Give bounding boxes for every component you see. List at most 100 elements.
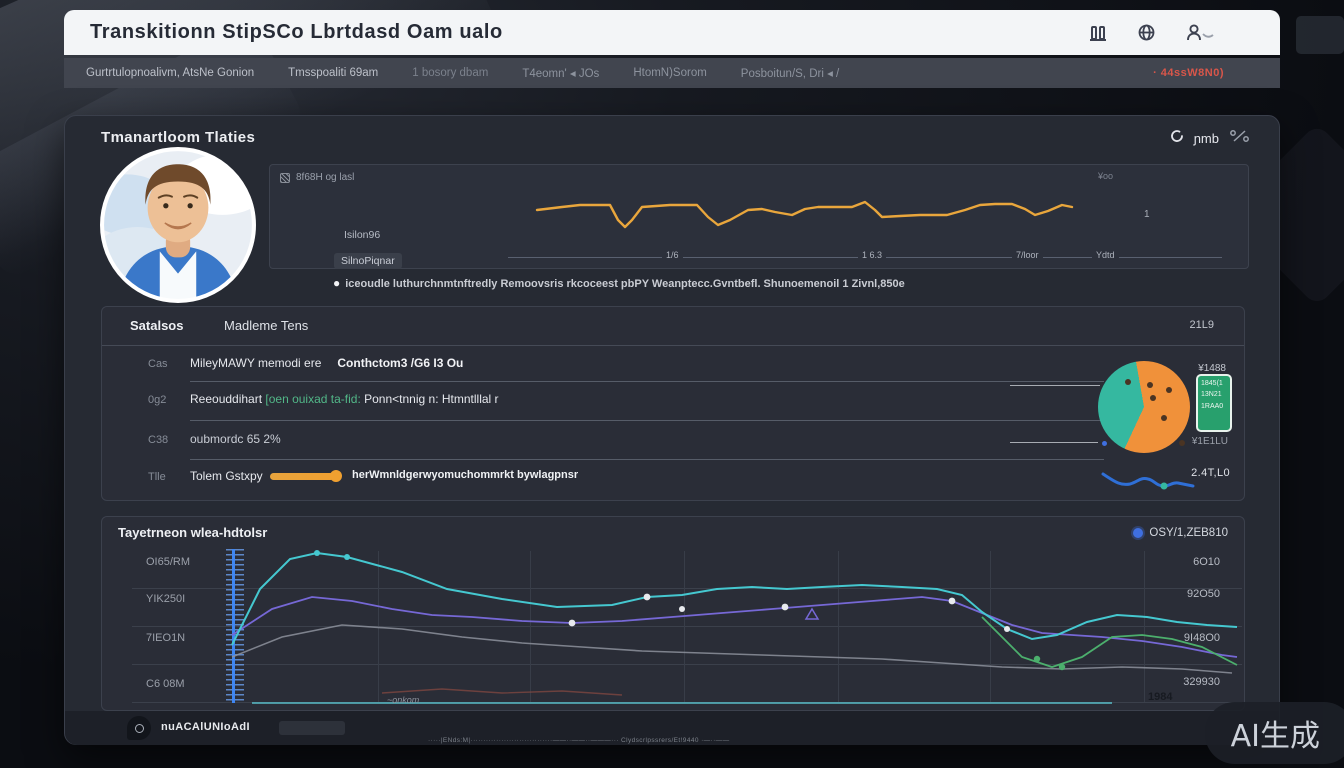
gridline xyxy=(838,551,839,702)
refresh-icon[interactable] xyxy=(1170,129,1184,148)
gridline xyxy=(1144,551,1145,702)
row-text: Reeouddihart [oen ouixad ta-fid: Ponn<tn… xyxy=(190,392,499,406)
gridline xyxy=(132,588,1242,589)
globe-icon[interactable] xyxy=(1137,23,1156,42)
footer-pill xyxy=(279,721,345,735)
progress-bar xyxy=(270,473,334,480)
row-note: herWmnldgerwyomuchommrkt bywlagpnsr xyxy=(352,469,579,481)
row-text: MileyMAWY memodi ere Conthctom3 /G6 I3 Ou xyxy=(190,356,464,370)
nav-item-1[interactable]: Gurtrtulopnoalivm, AtsNe Gonion xyxy=(86,67,255,79)
row-key: Cas xyxy=(148,358,168,370)
notification-icon[interactable] xyxy=(1229,129,1251,148)
pie-callout-line xyxy=(1010,442,1098,443)
timeline-title: Tayetrneon wlea-hdtolsr xyxy=(118,525,268,540)
pie-dot xyxy=(1147,382,1153,388)
gridline xyxy=(132,626,1242,627)
highlighted-text: [oen ouixad ta-fid: xyxy=(265,392,365,406)
row-key: 0g2 xyxy=(148,394,167,406)
top-chart-legend[interactable]: 8f68H og lasl xyxy=(280,172,354,183)
legend-line: 1845(1 xyxy=(1201,380,1223,387)
row-text: Tolem Gstxpy xyxy=(190,469,263,483)
fine-print: ·····|ENds:M|···························… xyxy=(428,737,730,744)
progress-dot xyxy=(330,470,342,482)
chart-corner-note: 1984 xyxy=(1148,691,1173,703)
apps-icon[interactable] xyxy=(1089,24,1107,42)
y-label-left: C6 08M xyxy=(146,678,185,690)
nav-item-2[interactable]: Tmsspoaliti 69am xyxy=(288,67,379,79)
app-header: Transkitionn StipSCo Lbrtdasd Oam ualo xyxy=(64,10,1280,55)
gridline xyxy=(132,664,1242,665)
ai-generated-watermark: AI生成 xyxy=(1204,702,1344,764)
legend-label: 8f68H og lasl xyxy=(296,172,355,183)
nav-alert-badge: · 44ssW8N0) xyxy=(1153,67,1224,79)
pie-callout-line xyxy=(1010,385,1100,386)
status-dot-icon xyxy=(1133,528,1144,538)
pie-dot xyxy=(1179,440,1185,446)
divider xyxy=(190,420,1104,421)
legend-line: 1RAA0 xyxy=(1201,402,1224,410)
series-label-1: Isilon96 xyxy=(344,229,381,241)
dashboard-controls: ɲmb xyxy=(1170,129,1251,148)
user-icon[interactable] xyxy=(1186,23,1216,42)
nav-bar: Gurtrtulopnoalivm, AtsNe Gonion Tmsspoal… xyxy=(64,58,1280,88)
stats-title: Satalsos xyxy=(130,318,184,333)
pie-dot xyxy=(1150,395,1156,401)
trend-sparkline xyxy=(1101,472,1195,490)
dashboard-card: Tmanartloom Tlaties ɲmb 8f68H og lasl ¥o… xyxy=(64,115,1280,745)
tick-bar xyxy=(232,549,235,703)
legend-value-box: 1845(1 13N21 1RAA0 xyxy=(1196,374,1232,432)
dashboard-title: Tmanartloom Tlaties xyxy=(101,129,256,146)
row-key: C38 xyxy=(148,434,169,446)
timeline-chart-panel: Tayetrneon wlea-hdtolsr OSY/1,ZEB810 OI6… xyxy=(101,516,1245,711)
y-label-right: 329930 xyxy=(1183,676,1220,688)
nav-item-3[interactable]: 1 bosory dbam xyxy=(412,67,489,79)
x-tick-4: Ydtd xyxy=(1092,250,1119,260)
mini-value: ¥oo xyxy=(1098,171,1114,181)
multi-line-chart xyxy=(231,550,1238,704)
stat-value-mid: ¥1E1LU xyxy=(1191,436,1228,447)
divider xyxy=(190,459,1104,460)
nav-item-5[interactable]: HtomN)Sorom xyxy=(633,67,707,79)
stats-subtitle: Madleme Tens xyxy=(224,318,309,333)
gridline xyxy=(530,551,531,702)
stat-value-bottom: 2.4T,L0 xyxy=(1191,467,1230,479)
yellow-line-chart xyxy=(535,200,1074,229)
y-label-left: OI65/RM xyxy=(146,556,191,568)
pie-dot-blue xyxy=(1102,441,1107,446)
x-tick-2: 1 6.3 xyxy=(858,250,887,260)
gridline xyxy=(378,551,379,702)
gridline xyxy=(684,551,685,702)
pie-chart xyxy=(1098,361,1190,453)
bg-shape xyxy=(1296,16,1344,54)
refresh-label[interactable]: ɲmb xyxy=(1193,131,1219,146)
timeline-right-value: OSY/1,ZEB810 xyxy=(1133,527,1228,539)
divider xyxy=(102,345,1244,346)
pie-dot xyxy=(1161,415,1167,421)
x-tick-1: 1/6 xyxy=(662,250,683,260)
divider xyxy=(190,381,1104,382)
y-label-left: YIK250I xyxy=(146,593,186,605)
stats-header-value: 21L9 xyxy=(1189,319,1214,331)
summary-note: ● iceoudle luthurchnmtnftredly Remoovsris… xyxy=(333,276,905,290)
y-label-right: 92O50 xyxy=(1186,588,1220,600)
pie-dot xyxy=(1166,387,1172,393)
user-avatar[interactable] xyxy=(99,146,257,304)
stat-value-top: ¥1488 xyxy=(1198,363,1226,374)
app-title: Transkitionn StipSCo Lbrtdasd Oam ualo xyxy=(90,21,503,43)
chart-marker: 1 xyxy=(1144,209,1150,220)
y-label-right: 9I48O0 xyxy=(1183,632,1220,644)
bullet-icon: ● xyxy=(333,276,341,290)
series-label-2[interactable]: SilnoPiqnar xyxy=(334,253,402,269)
y-label-left: 7IEO1N xyxy=(146,632,186,644)
chat-bubble-icon[interactable] xyxy=(127,716,151,740)
y-label-right: 6O10 xyxy=(1193,556,1220,568)
tick-cluster xyxy=(226,549,244,703)
top-chart-panel: 8f68H og lasl ¥oo 1 Isilon96 SilnoPiqnar… xyxy=(269,164,1249,269)
nav-item-6[interactable]: Posboitun/S, Dri ◂ / xyxy=(740,68,840,80)
nav-item-4[interactable]: T4eomn' ◂ JOs xyxy=(522,68,600,80)
chat-ring-icon xyxy=(134,723,144,733)
chart-script-note: ~onkom xyxy=(387,695,420,705)
row-key: Tlle xyxy=(148,471,166,483)
header-icons xyxy=(1089,23,1216,42)
card-footer: nuACAlUNIoAdI xyxy=(65,711,1279,745)
